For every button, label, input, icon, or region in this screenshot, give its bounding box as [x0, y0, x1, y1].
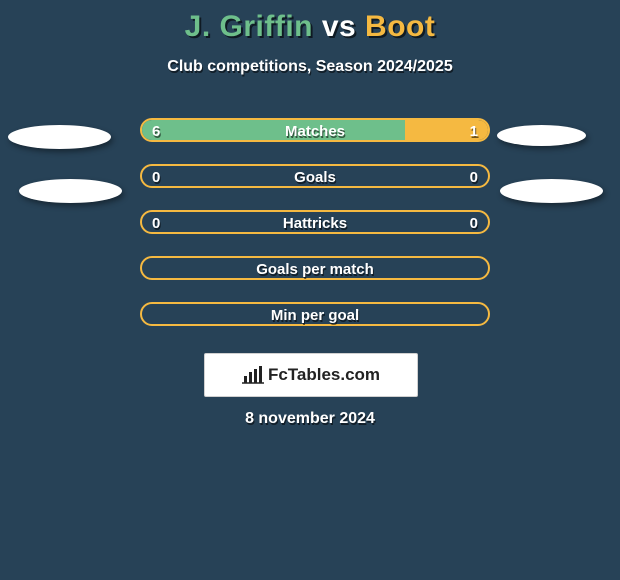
bar-track: 61Matches: [140, 118, 490, 142]
comparison-widget: J. Griffin vs Boot Club competitions, Se…: [0, 0, 620, 580]
stat-row: Goals per match: [0, 256, 620, 280]
bar-value-right: 1: [470, 120, 478, 144]
bar-label: Goals: [142, 166, 488, 190]
stat-rows: 61Matches00Goals00HattricksGoals per mat…: [0, 118, 620, 326]
bar-fill-left: [142, 120, 405, 140]
date-text: 8 november 2024: [0, 410, 620, 428]
decor-ellipse: [8, 125, 111, 149]
bar-value-left: 0: [152, 212, 160, 236]
title-vs: vs: [322, 10, 356, 43]
bar-label: Min per goal: [142, 304, 488, 328]
decor-ellipse: [19, 179, 122, 203]
stat-row: 0 0Hattricks: [0, 210, 620, 234]
title: J. Griffin vs Boot: [0, 0, 620, 44]
bar-track: 0 0Goals: [140, 164, 490, 188]
bar-value-left: 0: [152, 166, 160, 190]
logo-content: FcTables.com: [242, 365, 380, 385]
bar-label: Goals per match: [142, 258, 488, 282]
stat-row: Min per goal: [0, 302, 620, 326]
decor-ellipse: [497, 125, 586, 146]
title-player2: Boot: [365, 10, 435, 43]
bar-chart-icon: [242, 366, 264, 384]
decor-ellipse: [500, 179, 603, 203]
bar-value-right: 0: [470, 212, 478, 236]
bar-track: 0 0Hattricks: [140, 210, 490, 234]
bar-label: Hattricks: [142, 212, 488, 236]
bar-value-right: 0: [470, 166, 478, 190]
fctables-logo: FcTables.com: [204, 353, 418, 397]
title-player1: J. Griffin: [185, 10, 313, 43]
bar-track: Goals per match: [140, 256, 490, 280]
bar-value-left: 6: [152, 120, 160, 144]
bar-track: Min per goal: [140, 302, 490, 326]
logo-text: FcTables.com: [268, 365, 380, 385]
subtitle: Club competitions, Season 2024/2025: [0, 58, 620, 76]
